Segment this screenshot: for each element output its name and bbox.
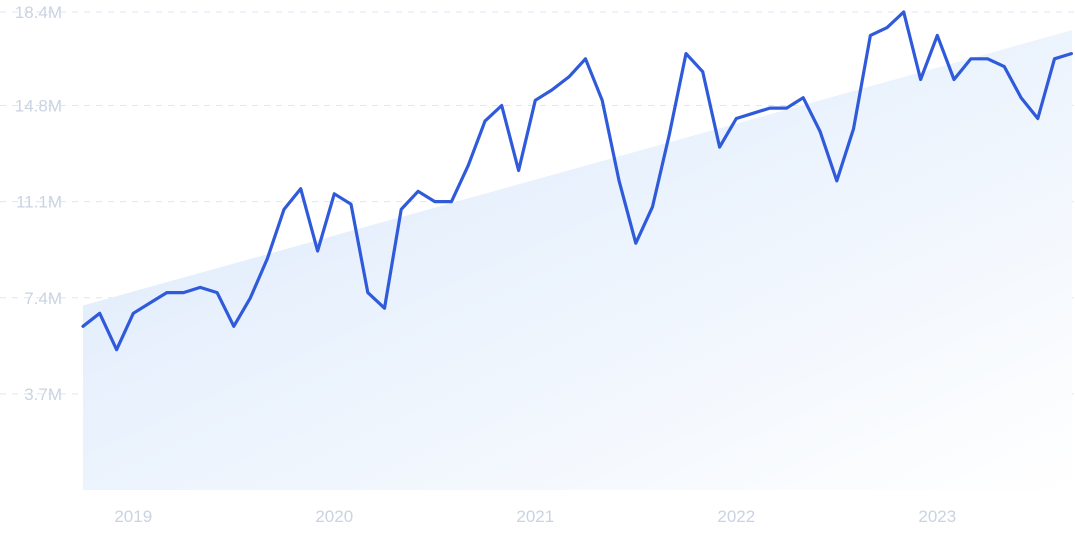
data-point (768, 106, 772, 110)
y-tick-label: 3.7M (24, 385, 62, 404)
data-point (852, 127, 856, 131)
data-point (902, 10, 906, 14)
data-point (919, 78, 923, 82)
x-tick-label: 2022 (717, 507, 755, 526)
y-tick-label: 7.4M (24, 289, 62, 308)
x-axis-ticks: 2019 2020 2021 2022 2023 (114, 507, 956, 526)
data-point (701, 70, 705, 74)
data-point (634, 241, 638, 245)
x-tick-label: 2020 (315, 507, 353, 526)
data-point (232, 324, 236, 328)
data-point (349, 202, 353, 206)
data-point (115, 348, 119, 352)
data-point (533, 98, 537, 102)
data-point (734, 117, 738, 121)
data-point (165, 291, 169, 295)
data-point (684, 52, 688, 56)
data-point (969, 57, 973, 61)
data-point (483, 119, 487, 123)
data-point (1036, 117, 1040, 121)
data-point (718, 145, 722, 149)
data-point (500, 104, 504, 108)
data-point (131, 311, 135, 315)
data-point (366, 291, 370, 295)
data-point (316, 249, 320, 253)
x-tick-label: 2019 (114, 507, 152, 526)
data-point (265, 257, 269, 261)
data-point (667, 132, 671, 136)
data-point (182, 291, 186, 295)
x-tick-label: 2023 (918, 507, 956, 526)
data-point (835, 179, 839, 183)
data-point (517, 169, 521, 173)
data-point (282, 207, 286, 211)
data-point (248, 296, 252, 300)
data-point (332, 192, 336, 196)
trend-area (83, 30, 1072, 490)
y-tick-label: 14.8M (15, 97, 62, 116)
data-point (98, 311, 102, 315)
y-tick-label: 11.1M (16, 193, 62, 212)
data-point (818, 130, 822, 134)
data-point (399, 207, 403, 211)
data-point (1002, 65, 1006, 69)
data-point (751, 111, 755, 115)
y-axis-ticks: 18.4M 14.8M 11.1M 7.4M 3.7M (15, 3, 62, 404)
data-point (801, 96, 805, 100)
x-tick-label: 2021 (516, 507, 554, 526)
data-point (952, 78, 956, 82)
data-point (450, 200, 454, 204)
data-point (651, 205, 655, 209)
y-tick-label: 18.4M (15, 3, 62, 22)
data-point (567, 75, 571, 79)
data-point (1069, 52, 1073, 56)
data-point (81, 324, 85, 328)
data-point (383, 306, 387, 310)
data-point (935, 33, 939, 37)
data-point (617, 179, 621, 183)
data-point (198, 285, 202, 289)
data-point (215, 291, 219, 295)
data-point (299, 187, 303, 191)
data-point (785, 106, 789, 110)
data-point (600, 98, 604, 102)
data-point (550, 88, 554, 92)
data-point (885, 26, 889, 30)
data-point (1053, 57, 1057, 61)
data-point (416, 189, 420, 193)
data-point (868, 33, 872, 37)
data-point (584, 57, 588, 61)
data-point (986, 57, 990, 61)
data-point (148, 301, 152, 305)
data-point (1019, 96, 1023, 100)
data-point (433, 200, 437, 204)
series-line (81, 10, 1073, 352)
data-point (466, 163, 470, 167)
